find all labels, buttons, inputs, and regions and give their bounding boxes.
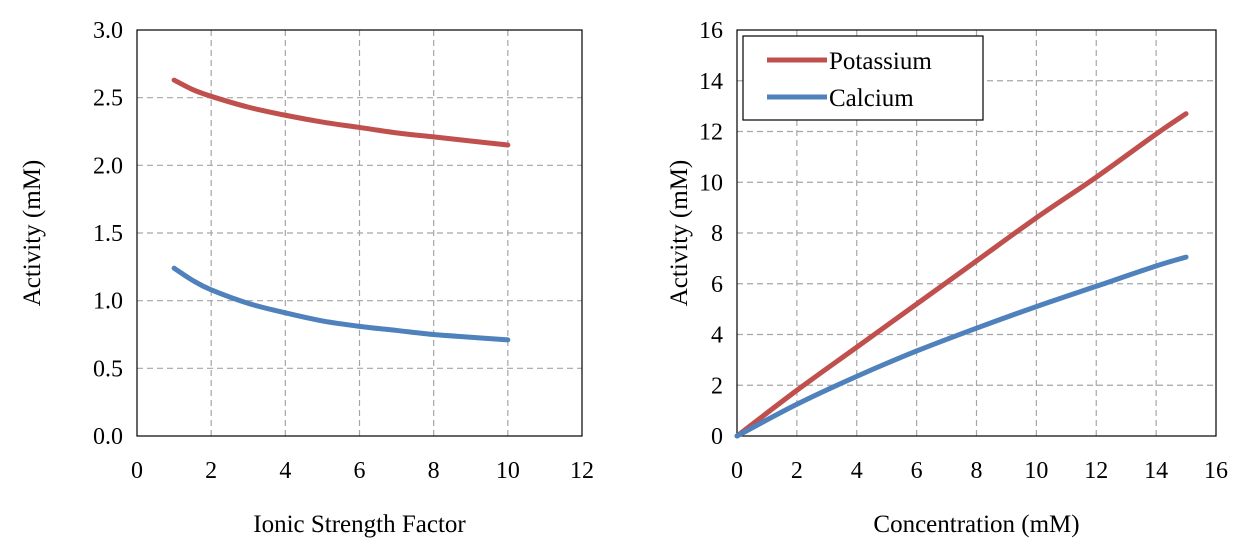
x-tick-label: 2	[205, 458, 217, 484]
x-tick-label: 0	[731, 458, 743, 484]
legend-box	[742, 35, 984, 121]
x-tick-label: 6	[911, 458, 923, 484]
y-tick-label: 14	[699, 69, 723, 95]
x-tick-label: 14	[1144, 458, 1168, 484]
x-tick-label: 8	[428, 458, 440, 484]
y-tick-label: 16	[699, 18, 723, 44]
y-tick-label: 1.0	[93, 289, 123, 315]
y-tick-label: 2.0	[93, 153, 123, 179]
y-tick-label: 10	[699, 170, 723, 196]
y-tick-label: 1.5	[93, 221, 123, 247]
y-tick-label: 4	[711, 323, 723, 349]
y-tick-label: 0.0	[93, 424, 123, 450]
plot-frame	[736, 29, 1217, 437]
y-axis-title: Activity (mM)	[666, 160, 693, 307]
x-tick-label: 12	[1084, 458, 1108, 484]
x-tick-label: 2	[791, 458, 803, 484]
y-tick-label: 6	[711, 272, 723, 298]
y-tick-label: 2.5	[93, 86, 123, 112]
series-line-calcium	[171, 265, 511, 343]
plot-frame	[136, 29, 583, 437]
x-tick-label: 0	[131, 458, 143, 484]
series-line-calcium	[734, 254, 1189, 439]
x-axis-title: Concentration (mM)	[873, 511, 1079, 538]
chart-1: 0 2 4 6 8 10 12 0.0 0.5 1.0 1.5 2.0 2.5 3.0 Ionic Stre…	[19, 18, 594, 538]
x-tick-label: 10	[1024, 458, 1048, 484]
legend-label-calcium: Calcium	[829, 85, 914, 112]
y-tick-label: 8	[711, 221, 723, 247]
legend-label-potassium: Potassium	[829, 48, 932, 75]
x-tick-label: 10	[496, 458, 520, 484]
series-line-potassium	[734, 111, 1189, 439]
x-tick-label: 4	[851, 458, 863, 484]
x-tick-label: 4	[279, 458, 291, 484]
x-tick-label: 12	[570, 458, 594, 484]
x-tick-label: 16	[1204, 458, 1228, 484]
x-tick-label: 6	[354, 458, 366, 484]
y-tick-label: 0	[711, 424, 723, 450]
x-tick-label: 8	[971, 458, 983, 484]
chart-2: 0 2 4 6 8 10 12 14 16 0 2 4 6 8 10 12 14 16 Concentration …	[666, 18, 1228, 538]
y-tick-label: 3.0	[93, 18, 123, 44]
y-tick-label: 0.5	[93, 356, 123, 382]
x-axis-title: Ionic Strength Factor	[253, 511, 466, 538]
y-tick-label: 12	[699, 120, 723, 146]
y-axis-title: Activity (mM)	[19, 160, 46, 307]
y-tick-label: 2	[711, 373, 723, 399]
series-line-potassium	[171, 77, 511, 148]
